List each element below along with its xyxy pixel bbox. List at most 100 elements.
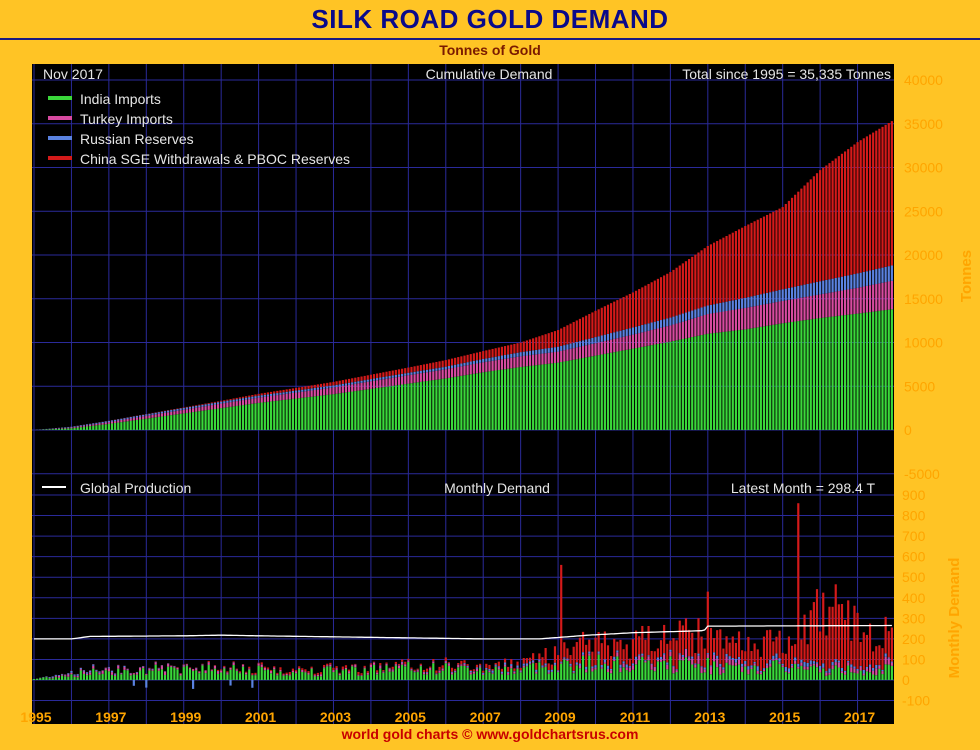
cumulative-bar-segment	[279, 400, 282, 430]
cumulative-bar-segment	[229, 399, 232, 401]
cumulative-bar-segment	[516, 356, 519, 368]
monthly-bar-segment	[790, 645, 794, 665]
cumulative-bar-segment	[401, 384, 404, 430]
monthly-bar-segment	[70, 670, 73, 673]
monthly-bar-segment	[538, 659, 541, 662]
cumulative-bar-segment	[429, 380, 432, 430]
cumulative-bar-segment	[572, 322, 575, 343]
monthly-bar-segment	[60, 674, 64, 675]
cumulative-bar-segment	[547, 333, 550, 349]
cumulative-total-label: Total since 1995 = 35,335 Tonnes	[682, 66, 891, 82]
cumulative-bar-segment	[335, 386, 338, 394]
cumulative-bar-segment	[669, 325, 672, 342]
cumulative-bar-segment	[251, 395, 254, 397]
monthly-bar-segment	[407, 658, 410, 661]
cumulative-bar-segment	[815, 281, 819, 295]
monthly-bar-segment	[666, 664, 669, 670]
monthly-bar-segment	[553, 664, 557, 666]
cumulative-bar-segment	[700, 250, 703, 308]
monthly-bar-segment	[575, 665, 578, 680]
cumulative-bar-segment	[173, 411, 176, 415]
monthly-bar-segment	[472, 669, 475, 672]
cumulative-bar-segment	[220, 400, 223, 402]
cumulative-bar-segment	[101, 421, 104, 424]
monthly-bar-segment	[379, 663, 382, 666]
monthly-bar-segment	[528, 664, 532, 680]
monthly-bar-segment	[610, 668, 613, 671]
monthly-bar-segment	[859, 641, 862, 666]
cumulative-bar-segment	[585, 345, 588, 358]
monthly-bar-segment	[210, 669, 213, 671]
monthly-bar-segment	[376, 674, 379, 680]
monthly-bar-segment	[878, 668, 881, 680]
monthly-bar-segment	[525, 665, 528, 667]
cumulative-bar-segment	[419, 373, 422, 382]
monthly-bar-segment	[354, 663, 357, 665]
cumulative-bar-segment	[747, 297, 750, 308]
cumulative-bar-segment	[553, 351, 557, 363]
monthly-bar-segment	[750, 650, 753, 666]
monthly-bar-segment	[510, 664, 513, 666]
monthly-bar-segment	[865, 634, 869, 667]
monthly-bar-segment	[503, 662, 507, 665]
monthly-bar-segment	[76, 677, 79, 680]
monthly-bar-segment	[781, 652, 784, 664]
monthly-bar-segment	[229, 680, 232, 686]
cumulative-bar-segment	[588, 356, 591, 430]
cumulative-bar-segment	[401, 373, 404, 377]
monthly-bar-segment	[697, 653, 700, 656]
cumulative-bar-segment	[304, 391, 307, 398]
cumulative-bar-segment	[391, 377, 394, 386]
monthly-bar-segment	[822, 667, 825, 669]
cumulative-bar-segment	[479, 372, 482, 430]
cumulative-y-tick-label: -5000	[904, 466, 940, 482]
cumulative-bar-segment	[613, 338, 616, 353]
cumulative-bar-segment	[647, 330, 650, 346]
cumulative-bar-segment	[204, 403, 207, 405]
cumulative-bar-segment	[410, 372, 413, 375]
cumulative-bar-segment	[157, 412, 160, 414]
monthly-bar-segment	[575, 662, 578, 665]
cumulative-bar-segment	[500, 369, 504, 431]
monthly-bar-segment	[79, 670, 82, 680]
monthly-bar-segment	[872, 674, 875, 680]
cumulative-bar-segment	[388, 371, 391, 376]
cumulative-bar-segment	[298, 390, 301, 393]
monthly-bar-segment	[535, 669, 538, 672]
cumulative-bar-segment	[591, 356, 594, 430]
monthly-bar-segment	[101, 673, 104, 680]
cumulative-bar-segment	[235, 399, 238, 402]
monthly-bar-segment	[257, 665, 260, 680]
monthly-bar-segment	[522, 658, 525, 664]
monthly-bar-segment	[288, 672, 291, 675]
cumulative-bar-segment	[744, 226, 747, 298]
cumulative-bar-segment	[759, 326, 762, 430]
cumulative-bar-segment	[425, 363, 429, 370]
cumulative-bar-segment	[454, 364, 457, 368]
monthly-bar-segment	[541, 665, 544, 667]
cumulative-bar-segment	[800, 188, 803, 286]
cumulative-bar-segment	[850, 274, 853, 289]
cumulative-bar-segment	[313, 384, 316, 388]
monthly-bar-segment	[728, 642, 731, 657]
monthly-bar-segment	[875, 675, 878, 680]
cumulative-bar-segment	[781, 323, 784, 430]
cumulative-bar-segment	[669, 272, 672, 318]
cumulative-bar-segment	[787, 200, 791, 288]
monthly-bar-segment	[853, 672, 856, 680]
cumulative-bar-segment	[603, 334, 606, 342]
cumulative-bar-segment	[216, 401, 220, 403]
cumulative-bar-segment	[307, 397, 310, 430]
legend-label-china: China SGE Withdrawals & PBOC Reserves	[80, 151, 350, 167]
monthly-bar-segment	[110, 674, 114, 680]
monthly-bar-segment	[750, 667, 753, 669]
cumulative-bar-segment	[631, 334, 635, 349]
cumulative-bar-segment	[784, 322, 787, 430]
monthly-bar-segment	[332, 672, 335, 680]
cumulative-bar-segment	[432, 371, 435, 381]
monthly-bar-segment	[747, 674, 750, 680]
monthly-bar-segment	[625, 664, 628, 668]
cumulative-bar-segment	[663, 342, 666, 430]
cumulative-bar-segment	[101, 424, 104, 430]
monthly-bar-segment	[404, 666, 407, 680]
